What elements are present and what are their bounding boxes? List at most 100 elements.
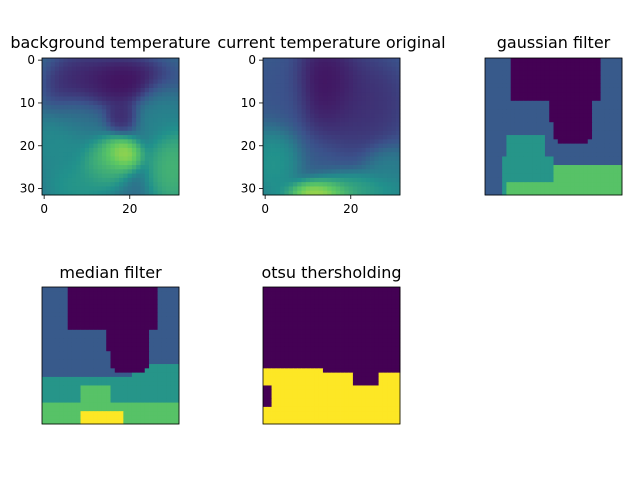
heatmap-cell [275,58,281,63]
heatmap-cell [46,355,51,361]
heatmap-cell [489,100,494,106]
heatmap-cell [166,398,171,403]
heatmap-cell [76,177,81,183]
heatmap-cell [344,381,350,386]
heatmap-cell [536,126,542,132]
heatmap-cell [131,355,137,361]
heatmap-cell [106,355,111,361]
heatmap-cell [365,169,371,174]
heatmap-cell [144,346,150,352]
heatmap-cell [166,355,171,361]
heatmap-cell [370,165,375,170]
heatmap-cell [157,160,163,166]
heatmap-cell [570,160,576,166]
heatmap-cell [583,143,589,149]
heatmap-cell [331,304,337,309]
heatmap-cell [613,105,619,110]
heatmap-cell [288,321,294,326]
heatmap-cell [514,96,520,102]
heatmap-cell [76,105,81,110]
heatmap-cell [71,406,77,412]
heatmap-cell [391,143,397,149]
heatmap-cell [166,87,171,93]
heatmap-cell [370,312,375,318]
heatmap-cell [157,126,163,132]
heatmap-cell [67,160,73,166]
heatmap-cell [149,147,154,153]
heatmap-cell [502,177,507,183]
heatmap-cell [76,364,81,369]
heatmap-cell [587,96,593,102]
heatmap-cell [583,66,589,72]
heatmap-cell [114,126,120,132]
heatmap-cell [140,186,146,192]
heatmap-cell [387,342,392,348]
heatmap-cell [510,66,516,72]
heatmap-cell [395,190,401,196]
heatmap-cell [335,100,341,106]
heatmap-cell [54,325,60,331]
heatmap-cell [280,355,285,361]
heatmap-cell [357,312,362,318]
heatmap-cell [382,105,388,110]
heatmap-cell [153,147,158,153]
heatmap-cell [557,75,563,80]
heatmap-cell [50,165,56,170]
heatmap-cell [391,376,397,382]
heatmap-cell [84,156,90,162]
heatmap-cell [59,376,64,382]
heatmap-cell [352,346,358,352]
heatmap-cell [609,135,614,140]
heatmap-cell [144,295,150,301]
heatmap-cell [305,130,311,136]
heatmap-cell [566,143,572,149]
heatmap-cell [93,359,99,365]
heatmap-cell [67,329,73,335]
heatmap-cell [536,79,542,85]
heatmap-cell [97,406,103,412]
heatmap-cell [357,372,362,378]
heatmap-cell [110,79,116,85]
heatmap-cell [136,385,141,391]
heatmap-cell [357,186,362,192]
heatmap-cell [536,182,542,187]
heatmap-cell [553,66,559,72]
heatmap-cell [136,299,141,305]
heatmap-cell [562,70,567,76]
heatmap-cell [361,376,367,382]
heatmap-cell [89,385,94,391]
heatmap-cell [46,70,51,76]
panel-otsu-thresholding: otsu thersholding [261,263,402,425]
heatmap-cell [110,173,116,179]
heatmap-cell [174,135,180,140]
heatmap-cell [119,105,124,110]
heatmap-cell [71,394,77,399]
heatmap-cell [609,62,614,67]
heatmap-cell [275,304,281,309]
heatmap-cell [352,316,358,322]
heatmap-cell [374,186,379,192]
heatmap-cell [84,160,90,166]
heatmap-cell [574,122,580,127]
heatmap-cell [314,109,320,115]
heatmap-cell [80,329,86,335]
heatmap-cell [374,394,379,399]
heatmap-cell [271,287,277,292]
heatmap-cell [297,364,302,369]
heatmap-cell [267,364,272,369]
heatmap-cell [110,394,116,399]
heatmap-cell [149,139,154,145]
heatmap-cell [613,96,619,102]
heatmap-cell [119,169,124,174]
heatmap-cell [322,62,328,67]
heatmap-cell [153,152,158,157]
heatmap-cell [170,411,176,416]
heatmap-cell [331,87,337,93]
heatmap-cell [80,70,86,76]
heatmap-cell [67,419,73,425]
heatmap-cell [310,96,315,102]
heatmap-cell [119,109,124,115]
heatmap-cell [617,96,623,102]
heatmap-cell [89,312,94,318]
heatmap-cell [127,182,133,187]
